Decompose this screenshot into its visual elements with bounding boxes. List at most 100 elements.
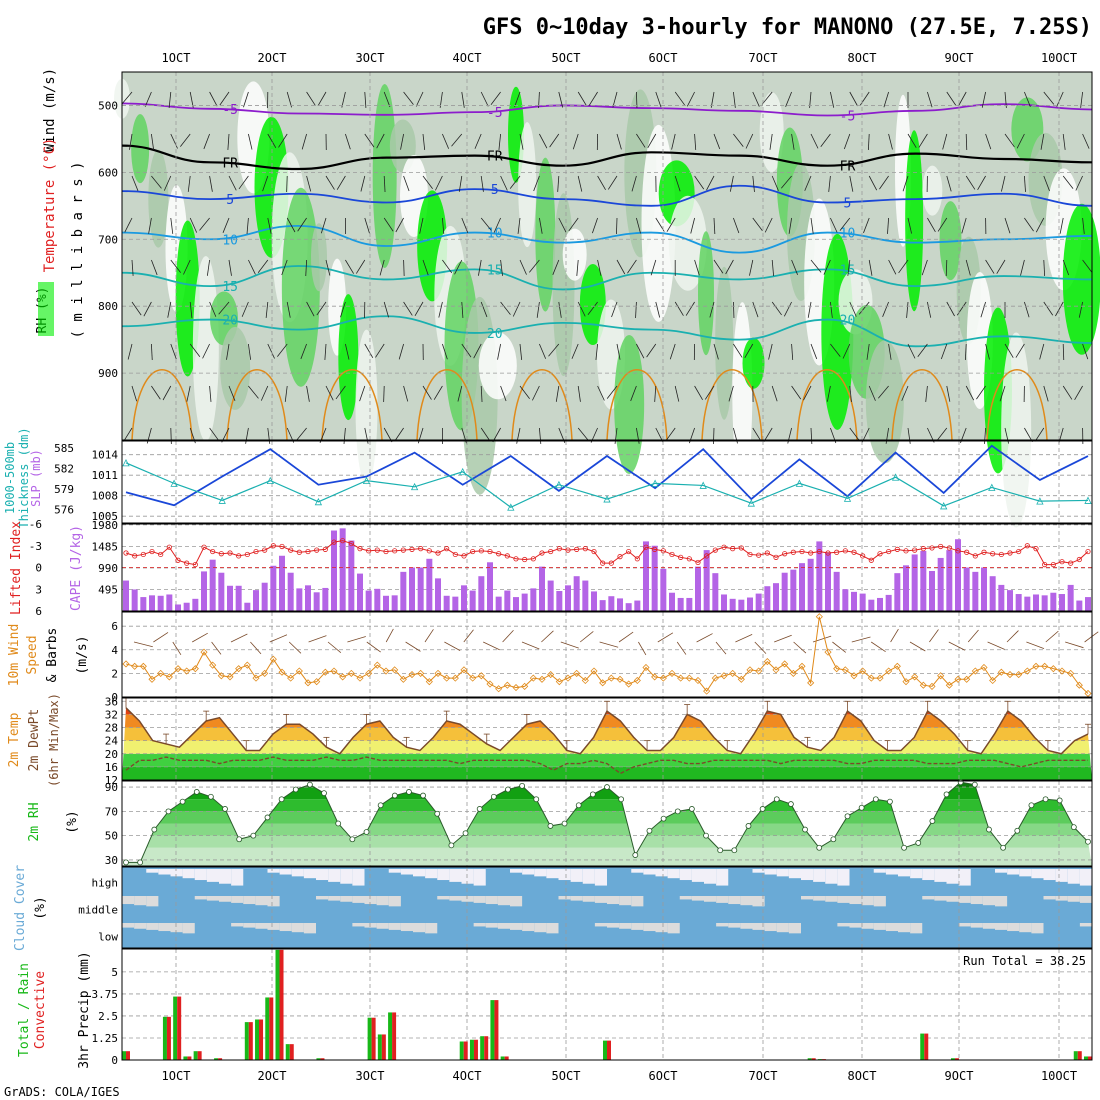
precip-total-bar <box>377 1034 382 1060</box>
cloud-gap <box>1019 869 1032 877</box>
rh-marker <box>490 793 497 800</box>
cloud-frame <box>121 866 1093 949</box>
lifted-index-marker <box>634 556 640 562</box>
axis-label-cape: CAPE (J/kg) <box>69 525 84 611</box>
wind-barb <box>597 175 606 191</box>
li-tick: 3 <box>35 583 42 596</box>
cloud-gap <box>825 896 838 902</box>
wind-speed-marker <box>408 671 416 679</box>
thickness-marker <box>651 479 659 487</box>
wind-barb <box>398 343 404 360</box>
wind-barb <box>791 133 795 150</box>
precip-total-bar <box>459 1041 464 1060</box>
date-tick-top: 8OCT <box>848 51 877 65</box>
date-tick-top: 5OCT <box>552 51 581 65</box>
wind-barb <box>558 217 567 233</box>
cloud-gap <box>982 896 995 906</box>
cape-tick: 1980 <box>92 519 119 532</box>
wind-barb <box>532 385 540 401</box>
cloud-gap <box>364 896 377 905</box>
lifted-index-marker <box>357 546 363 552</box>
lifted-index-marker <box>522 556 528 563</box>
wind-barb <box>927 217 936 233</box>
wind-speed-marker <box>1067 669 1075 677</box>
lifted-index-marker <box>236 553 242 559</box>
cape-bar <box>131 589 138 611</box>
wind-speed-marker <box>763 658 771 666</box>
cloud-gap <box>813 896 826 901</box>
wind-barb <box>364 343 374 359</box>
cloud-gap <box>170 923 183 933</box>
slp-tick: 1005 <box>92 510 119 523</box>
cloud-gap <box>303 869 316 879</box>
wind-barb <box>186 385 191 402</box>
wind-barb <box>549 133 560 148</box>
wind-barb <box>694 385 703 401</box>
lifted-index-marker <box>513 556 519 562</box>
precip-convective-bar <box>218 1058 223 1060</box>
cloud-gap <box>497 896 510 906</box>
wind-barb <box>728 385 734 402</box>
wind-barb <box>512 301 521 317</box>
wind-barb <box>771 385 778 402</box>
isotherm-label: 20 <box>487 327 503 342</box>
cloud-gap <box>364 923 377 928</box>
thickness-marker <box>122 458 130 467</box>
cloud-gap <box>594 923 607 927</box>
wind-barb <box>461 301 464 318</box>
precip-total-bar <box>469 1039 474 1060</box>
wind-barb <box>493 217 501 233</box>
lifted-index-marker <box>288 547 294 553</box>
cape-bar <box>547 580 554 611</box>
cape-bar <box>599 600 606 611</box>
wind-barb <box>335 385 346 400</box>
lifted-index-marker <box>1007 550 1013 556</box>
wind-barb-10m <box>851 636 871 643</box>
wind-barb <box>286 91 292 108</box>
lifted-index-marker <box>747 551 753 558</box>
cloud-gap <box>861 923 874 929</box>
wind-barb <box>170 217 174 234</box>
cape-bar <box>825 552 831 611</box>
cloud-gap <box>655 923 668 933</box>
rh-marker <box>505 786 511 793</box>
wind-barb <box>248 385 259 399</box>
wind-speed-marker <box>772 666 780 674</box>
wind-barb-10m <box>696 633 713 643</box>
date-tick-bottom: 10OCT <box>1041 1069 1077 1083</box>
cloud-gap <box>255 896 268 906</box>
cloud-gap <box>122 923 135 928</box>
wind-barb <box>248 259 256 275</box>
axis-label-minmax: (6hr Min/Max) <box>47 693 61 787</box>
wind-barb <box>907 343 916 359</box>
rh-marker <box>1085 838 1091 845</box>
cape-bar <box>582 580 589 611</box>
axis-label-10m-wind: 10m Wind <box>7 624 22 687</box>
wind-barb <box>325 259 331 276</box>
lifted-index-marker <box>946 545 952 551</box>
cape-bar <box>677 597 684 611</box>
wind-barb <box>451 133 463 147</box>
wind-speed-marker <box>512 683 520 692</box>
cloud-gap <box>146 923 159 930</box>
cloud-gap <box>400 869 413 875</box>
cape-bar <box>807 558 814 611</box>
cloud-gap <box>752 896 765 907</box>
rh-patch <box>905 130 924 312</box>
wind-barb <box>577 91 587 106</box>
wind-barb <box>170 427 172 445</box>
cloud-gap <box>946 896 959 902</box>
lifted-index-marker <box>374 547 380 553</box>
precip-convective-bar <box>504 1056 509 1060</box>
rh-marker <box>575 802 582 809</box>
wind-barb <box>965 175 976 190</box>
rh-marker <box>1056 797 1063 804</box>
cloud-gap <box>255 923 268 929</box>
wind-frame <box>121 611 1093 698</box>
wind-barb <box>442 133 450 149</box>
cape-bar <box>383 595 389 611</box>
rh-tick: 30 <box>105 854 118 867</box>
cloud-cover-panel: high middle low Cloud Cover (%) <box>13 865 1093 951</box>
wind-barb <box>248 133 253 150</box>
wind-speed-marker <box>469 674 477 682</box>
